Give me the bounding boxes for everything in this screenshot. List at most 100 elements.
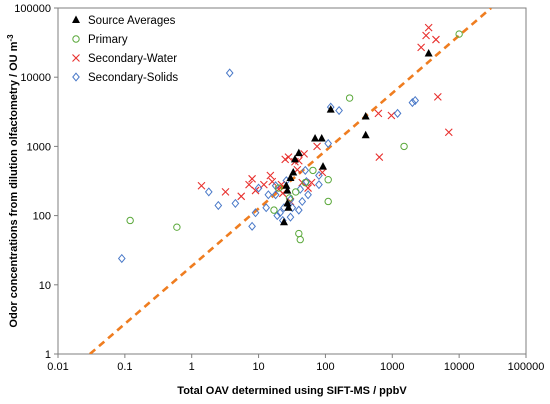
x-tick-label: 1 (189, 361, 195, 373)
data-point-diamond (286, 212, 295, 222)
data-point-circle (285, 194, 294, 202)
series-circle (126, 30, 463, 244)
legend-label: Primary (88, 34, 128, 46)
data-point-diamond (304, 190, 312, 200)
data-point-diamond (214, 200, 223, 211)
data-point-triangle (361, 112, 370, 120)
y-tick-label: 1000 (27, 141, 51, 153)
y-tick-label: 1 (45, 349, 51, 361)
data-point-diamond (251, 208, 260, 218)
data-point-circle (295, 229, 303, 238)
data-point-triangle (361, 130, 370, 139)
series-triangle (279, 49, 433, 226)
data-point-diamond (296, 184, 305, 194)
data-point-diamond (315, 170, 323, 181)
x-axis-title: Total OAV determined using SIFT-MS / ppb… (177, 385, 407, 397)
legend: Source Averages Primary Secondary-Water Sec… (72, 15, 178, 84)
data-point-x (248, 174, 256, 183)
data-point-diamond (225, 68, 234, 78)
data-point-triangle (282, 181, 291, 189)
data-point-diamond (315, 180, 323, 190)
y-tick-label: 100000 (14, 3, 51, 15)
data-point-x (251, 186, 260, 195)
legend-label: Source Averages (88, 15, 176, 27)
y-axis-title-text: Odor concentrations from dilution olfact… (8, 41, 20, 327)
x-tick-label: 10 (252, 361, 264, 373)
data-point-triangle (311, 134, 320, 142)
data-point-x (432, 35, 440, 44)
data-point-diamond (117, 253, 126, 264)
data-point-x (422, 31, 430, 40)
data-point-triangle (290, 154, 299, 163)
legend-marker-circle (72, 35, 80, 43)
data-point-diamond (411, 95, 420, 106)
data-point-x (245, 180, 253, 189)
legend-marker-triangle (72, 15, 80, 23)
data-point-diamond (231, 198, 240, 208)
plot-border (57, 7, 527, 355)
data-point-x (284, 153, 293, 162)
fit-line (89, 8, 492, 354)
data-point-x (197, 181, 206, 190)
data-point-x (281, 155, 290, 164)
data-point-circle (324, 176, 332, 184)
fit-line-layer (89, 8, 492, 354)
x-tick-label: 100 (316, 361, 334, 373)
data-point-diamond (204, 187, 213, 197)
data-point-triangle (289, 167, 298, 176)
data-point-triangle (317, 134, 326, 142)
data-point-diamond (408, 97, 417, 108)
data-point-triangle (279, 217, 288, 226)
legend-marker-diamond (72, 72, 80, 82)
data-point-circle (173, 223, 181, 231)
data-point-diamond (280, 203, 288, 213)
data-point-x (237, 192, 246, 201)
data-point-x (318, 168, 327, 177)
data-point-triangle (286, 173, 295, 181)
plot-area (57, 7, 527, 355)
data-point-diamond (324, 138, 333, 149)
data-point-triangle (424, 49, 433, 57)
data-point-x (387, 111, 396, 120)
data-point-triangle (326, 105, 335, 113)
data-point-diamond (248, 221, 256, 231)
data-point-circle (296, 235, 304, 244)
data-point-diamond (271, 190, 280, 200)
data-point-circle (301, 178, 310, 187)
data-point-x (417, 43, 426, 52)
data-point-x (374, 109, 383, 118)
data-point-triangle (283, 198, 292, 207)
data-point-x (300, 149, 309, 158)
data-point-triangle (319, 162, 328, 170)
x-tick-label: 0.1 (117, 361, 132, 373)
data-point-triangle (283, 186, 292, 194)
x-tick-label: 0.01 (47, 361, 68, 373)
data-point-x (433, 92, 442, 101)
data-point-circle (309, 166, 317, 175)
y-axis-title: Odor concentrations from dilution olfact… (6, 34, 20, 328)
data-point-circle (345, 94, 354, 102)
data-point-x (259, 180, 268, 189)
data-point-diamond (335, 105, 343, 116)
legend-label: Secondary-Water (88, 53, 177, 65)
data-point-circle (292, 188, 300, 196)
data-point-circle (455, 30, 463, 38)
data-points-layer (117, 23, 463, 264)
data-point-diamond (298, 196, 307, 207)
data-point-diamond (273, 211, 282, 221)
data-point-triangle (284, 203, 293, 211)
data-point-x (268, 177, 277, 186)
data-point-x (375, 153, 384, 162)
data-point-triangle (294, 148, 303, 157)
y-tick-label: 10 (39, 280, 51, 292)
y-axis-title-superscript: -3 (6, 34, 15, 42)
x-axis: 0.01 0.1 1 10 100 1000 10000 100000 (47, 354, 544, 373)
data-point-circle (324, 197, 332, 206)
series-diamond (117, 68, 420, 264)
x-tick-label: 10000 (444, 361, 475, 373)
data-point-x (221, 188, 230, 196)
data-point-diamond (264, 190, 273, 200)
data-point-x (424, 23, 433, 32)
y-tick-label: 100 (33, 211, 51, 223)
